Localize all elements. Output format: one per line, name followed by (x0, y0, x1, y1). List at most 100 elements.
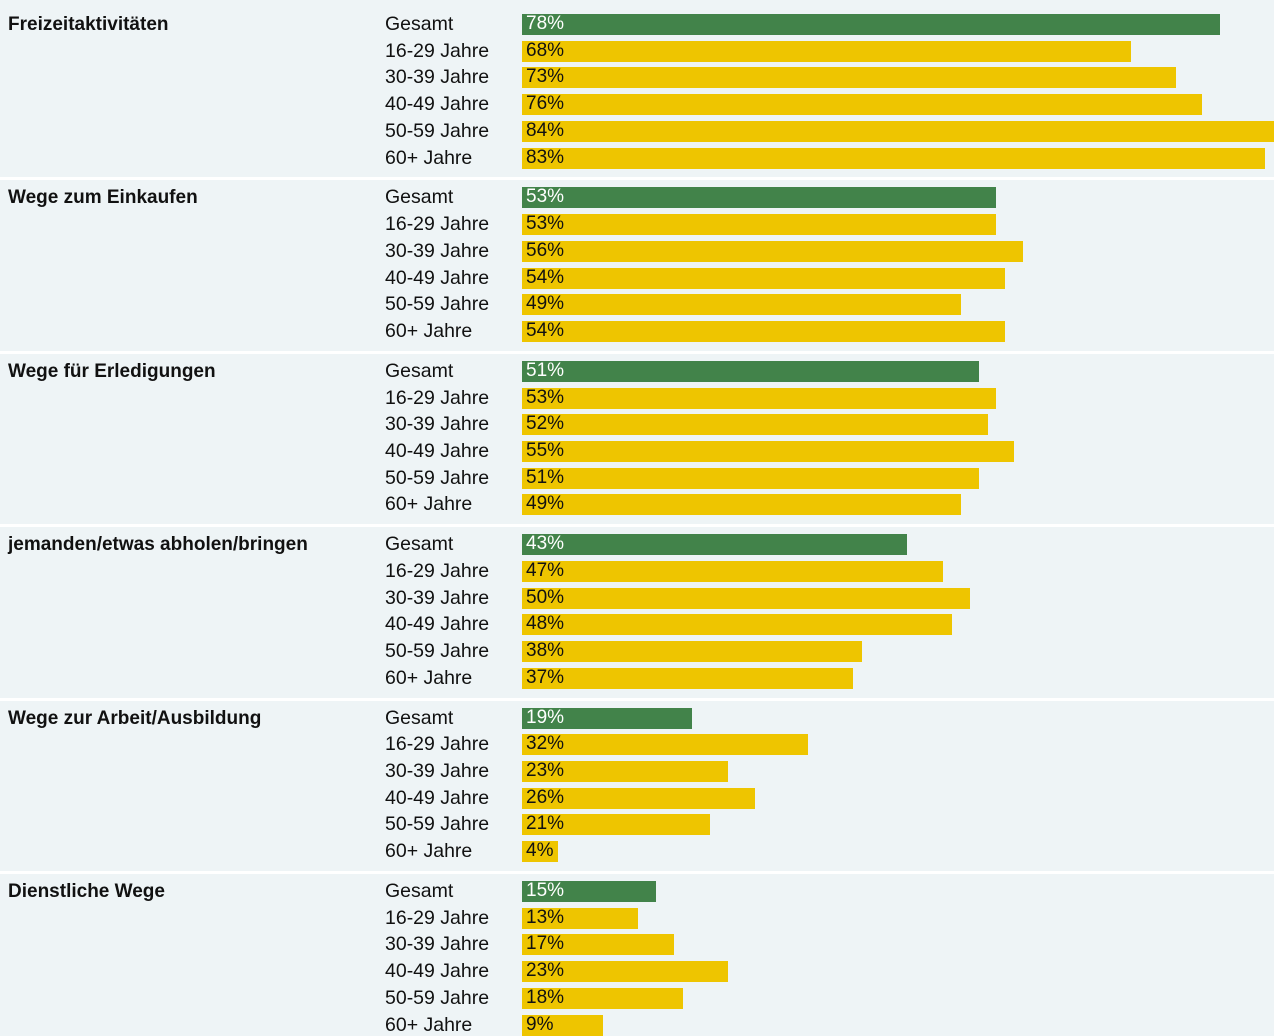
bar-age-group: 48% (522, 613, 952, 636)
group-separator (0, 524, 1274, 528)
bar-age-group: 17% (522, 933, 675, 956)
bar-value-label: 17% (526, 933, 565, 955)
bar-value-label: 23% (526, 760, 565, 781)
row-label: 40-49 Jahre (385, 439, 490, 462)
bar-age-group: 23% (522, 760, 728, 782)
bar-value-label: 49% (526, 493, 565, 515)
bar-total: 15% (522, 880, 657, 902)
bar-value-label: 52% (526, 413, 565, 435)
bar-value-label: 53% (526, 386, 565, 408)
bar-age-group: 76% (522, 93, 1203, 116)
bar-age-group: 9% (522, 1014, 603, 1036)
row-label: 40-49 Jahre (385, 613, 490, 636)
group-separator (0, 177, 1274, 181)
row-label: 30-39 Jahre (385, 933, 490, 956)
row-label: 30-39 Jahre (385, 586, 490, 609)
row-label: 60+ Jahre (385, 146, 473, 169)
bar-age-group: 53% (522, 386, 997, 409)
bar-age-group: 84% (522, 120, 1274, 142)
bar-value-label: 21% (526, 813, 565, 835)
bar-value-label: 23% (526, 960, 565, 982)
bar-value-label: 73% (526, 66, 565, 88)
row-label: Gesamt (385, 186, 454, 209)
group-title: Wege zum Einkaufen (8, 187, 198, 209)
bar-value-label: 32% (526, 733, 565, 755)
bar-age-group: 32% (522, 733, 809, 756)
bar-value-label: 48% (526, 613, 565, 635)
bar-age-group: 38% (522, 640, 863, 662)
row-label: 30-39 Jahre (385, 760, 490, 782)
bar-age-group: 49% (522, 293, 961, 316)
row-label: 16-29 Jahre (385, 386, 490, 409)
row-label: 60+ Jahre (385, 666, 473, 689)
bar-age-group: 83% (522, 146, 1266, 169)
bar-age-group: 13% (522, 907, 639, 929)
bar-total: 19% (522, 706, 693, 729)
row-label: 40-49 Jahre (385, 266, 490, 289)
row-label: Gesamt (385, 880, 454, 902)
row-label: 50-59 Jahre (385, 813, 490, 836)
bar-value-label: 51% (526, 466, 565, 488)
row-label: 50-59 Jahre (385, 640, 490, 662)
group-separator (0, 871, 1274, 874)
bar-age-group: 55% (522, 439, 1015, 462)
row-label: Gesamt (385, 533, 454, 556)
row-label: 16-29 Jahre (385, 39, 490, 62)
bar-age-group: 26% (522, 786, 755, 809)
bar-value-label: 83% (526, 146, 565, 168)
bar-age-group: 56% (522, 240, 1024, 262)
row-label: 60+ Jahre (385, 493, 473, 516)
row-label: 50-59 Jahre (385, 466, 490, 489)
bar-age-group: 53% (522, 213, 997, 236)
row-label: 16-29 Jahre (385, 559, 490, 582)
group-title: Freizeitaktivitäten (8, 14, 169, 35)
bar-value-label: 54% (526, 319, 565, 341)
row-label: 50-59 Jahre (385, 119, 490, 142)
row-label: 40-49 Jahre (385, 93, 490, 116)
bar-value-label: 68% (526, 39, 565, 61)
bar-value-label: 26% (526, 786, 565, 808)
row-label: 40-49 Jahre (385, 960, 490, 983)
bar-age-group: 47% (522, 560, 943, 582)
group-separator (0, 697, 1274, 701)
row-label: 40-49 Jahre (385, 786, 490, 809)
bar-value-label: 53% (526, 213, 565, 235)
bar-value-label: 37% (526, 666, 565, 688)
group-separator (0, 350, 1274, 354)
bar-age-group: 37% (522, 666, 854, 689)
group-title: jemanden/etwas abholen/bringen (8, 534, 308, 556)
bar-age-group: 21% (522, 813, 710, 836)
row-label: 30-39 Jahre (385, 239, 490, 262)
bar-age-group: 51% (522, 466, 979, 489)
row-label: Gesamt (385, 13, 454, 35)
bar-age-group: 54% (522, 319, 1006, 342)
bar-age-group: 18% (522, 986, 684, 1009)
bar-value-label: 51% (526, 359, 565, 381)
bar-value-label: 53% (526, 186, 565, 208)
bar-value-label: 55% (526, 439, 565, 461)
bar-value-label: 43% (526, 533, 565, 555)
group-title: Wege zur Arbeit/Ausbildung (8, 707, 262, 729)
row-label: 50-59 Jahre (385, 986, 490, 1009)
bar-age-group: 52% (522, 413, 988, 436)
row-label: 60+ Jahre (385, 319, 473, 342)
bar-value-label: 19% (526, 706, 565, 728)
row-label: Gesamt (385, 359, 454, 382)
bar-total: 53% (522, 186, 997, 209)
bar-total: 51% (522, 359, 979, 382)
row-label: 16-29 Jahre (385, 733, 490, 756)
bar-total: 43% (522, 533, 907, 556)
row-label: 30-39 Jahre (385, 66, 490, 89)
bar-age-group: 50% (522, 586, 970, 609)
bar-value-label: 38% (526, 640, 565, 661)
bar-value-label: 49% (526, 293, 565, 315)
row-label: 50-59 Jahre (385, 293, 490, 316)
bar-value-label: 50% (526, 586, 565, 608)
bar-age-group: 23% (522, 960, 728, 983)
row-label: Gesamt (385, 706, 454, 729)
group-title: Wege für Erledigungen (8, 360, 216, 382)
bar-value-label: 78% (526, 13, 565, 34)
row-label: 60+ Jahre (385, 840, 473, 863)
bar-value-label: 18% (526, 986, 565, 1008)
